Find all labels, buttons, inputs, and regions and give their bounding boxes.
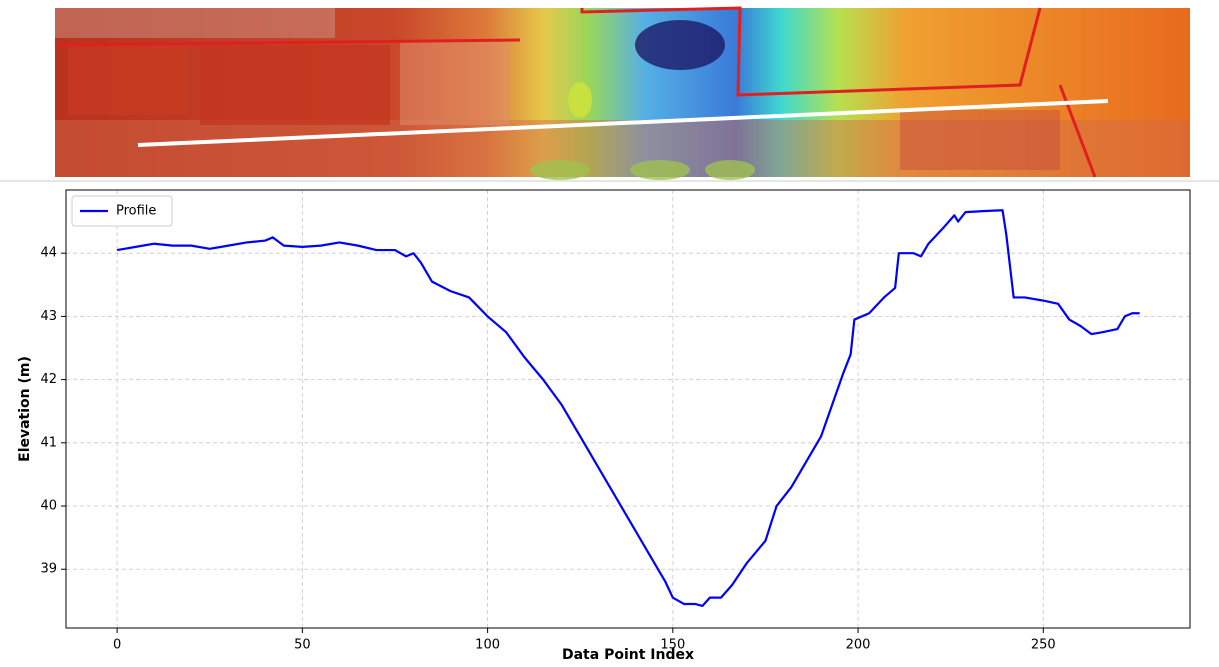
x-tick-label: 0 — [113, 638, 121, 653]
x-tick-label: 250 — [1031, 638, 1056, 653]
y-tick-label: 41 — [40, 435, 57, 450]
page: 050100150200250394041424344Data Point In… — [0, 0, 1219, 663]
y-tick-label: 42 — [40, 372, 57, 387]
y-axis-label: Elevation (m) — [17, 356, 33, 462]
map-feature — [530, 160, 590, 180]
profile-line — [117, 210, 1140, 606]
map-image — [55, 8, 1190, 180]
map-building — [900, 110, 1060, 170]
map-building — [68, 45, 188, 115]
map-feature — [630, 160, 690, 180]
x-tick-label: 100 — [475, 638, 500, 653]
y-tick-label: 39 — [40, 562, 57, 577]
map-depression — [635, 20, 725, 70]
map-building — [400, 40, 510, 125]
y-tick-label: 43 — [40, 309, 57, 324]
legend-label: Profile — [116, 204, 156, 219]
y-tick-label: 40 — [40, 499, 57, 514]
legend: Profile — [72, 196, 172, 226]
map-building — [200, 45, 390, 125]
x-tick-label: 200 — [846, 638, 871, 653]
plot-frame — [66, 190, 1190, 628]
x-axis-label: Data Point Index — [562, 647, 694, 663]
map-feature — [705, 160, 755, 180]
map-feature — [568, 82, 592, 118]
y-tick-label: 44 — [40, 246, 57, 261]
x-tick-label: 50 — [294, 638, 311, 653]
map-building — [55, 8, 335, 38]
